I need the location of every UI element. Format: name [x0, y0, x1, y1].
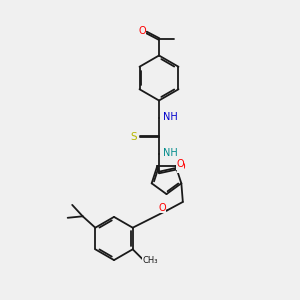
Text: O: O	[138, 26, 146, 36]
Text: NH: NH	[163, 148, 178, 158]
Text: S: S	[130, 131, 137, 142]
Text: O: O	[176, 159, 184, 169]
Text: NH: NH	[163, 112, 178, 122]
Text: O: O	[177, 162, 185, 172]
Text: CH₃: CH₃	[143, 256, 158, 265]
Text: O: O	[158, 203, 166, 213]
